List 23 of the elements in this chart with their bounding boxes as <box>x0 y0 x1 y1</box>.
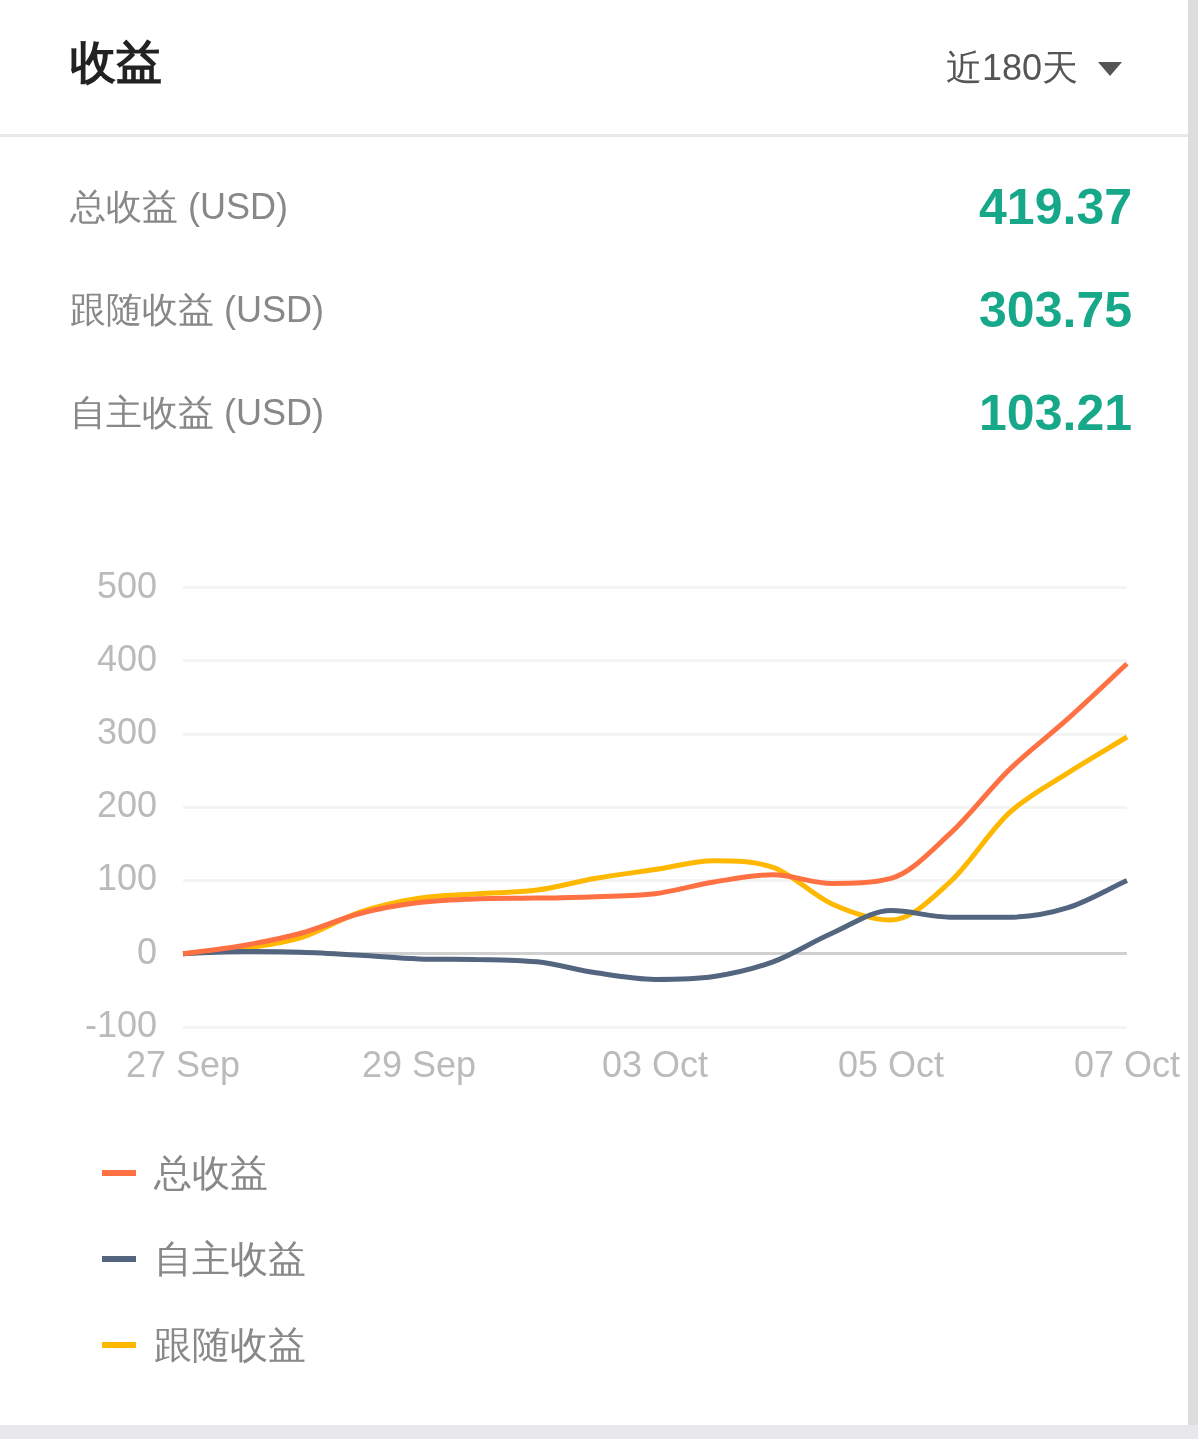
text: 103.21 <box>979 384 1132 442</box>
legend-label: 自主收益 <box>154 1236 306 1282</box>
text: 总收益 (USD) <box>70 184 288 229</box>
x-tick-label: 05 Oct <box>837 1043 945 1085</box>
y-tick-label: -100 <box>84 1003 157 1045</box>
legend-label: 总收益 <box>154 1150 268 1196</box>
y-tick-label: 200 <box>96 784 157 826</box>
y-tick-label: 500 <box>96 564 157 606</box>
text: 自主收益 (USD) <box>70 390 324 435</box>
x-tick-label: 27 Sep <box>125 1043 241 1085</box>
text: 419.37 <box>979 178 1132 236</box>
y-tick-label: 300 <box>96 710 157 752</box>
y-tick-label: 400 <box>96 637 157 679</box>
x-tick-label: 29 Sep <box>361 1043 477 1085</box>
text: 跟随收益 (USD) <box>70 287 324 332</box>
text: 近180天 <box>945 46 1078 90</box>
y-tick-label: 0 <box>136 930 157 972</box>
chart-title: 收益 <box>70 35 162 90</box>
x-tick-label: 07 Oct <box>1073 1043 1181 1085</box>
x-tick-label: 03 Oct <box>601 1043 709 1085</box>
legend-label: 跟随收益 <box>154 1322 306 1368</box>
text: 303.75 <box>979 281 1132 339</box>
y-tick-label: 100 <box>96 857 157 899</box>
